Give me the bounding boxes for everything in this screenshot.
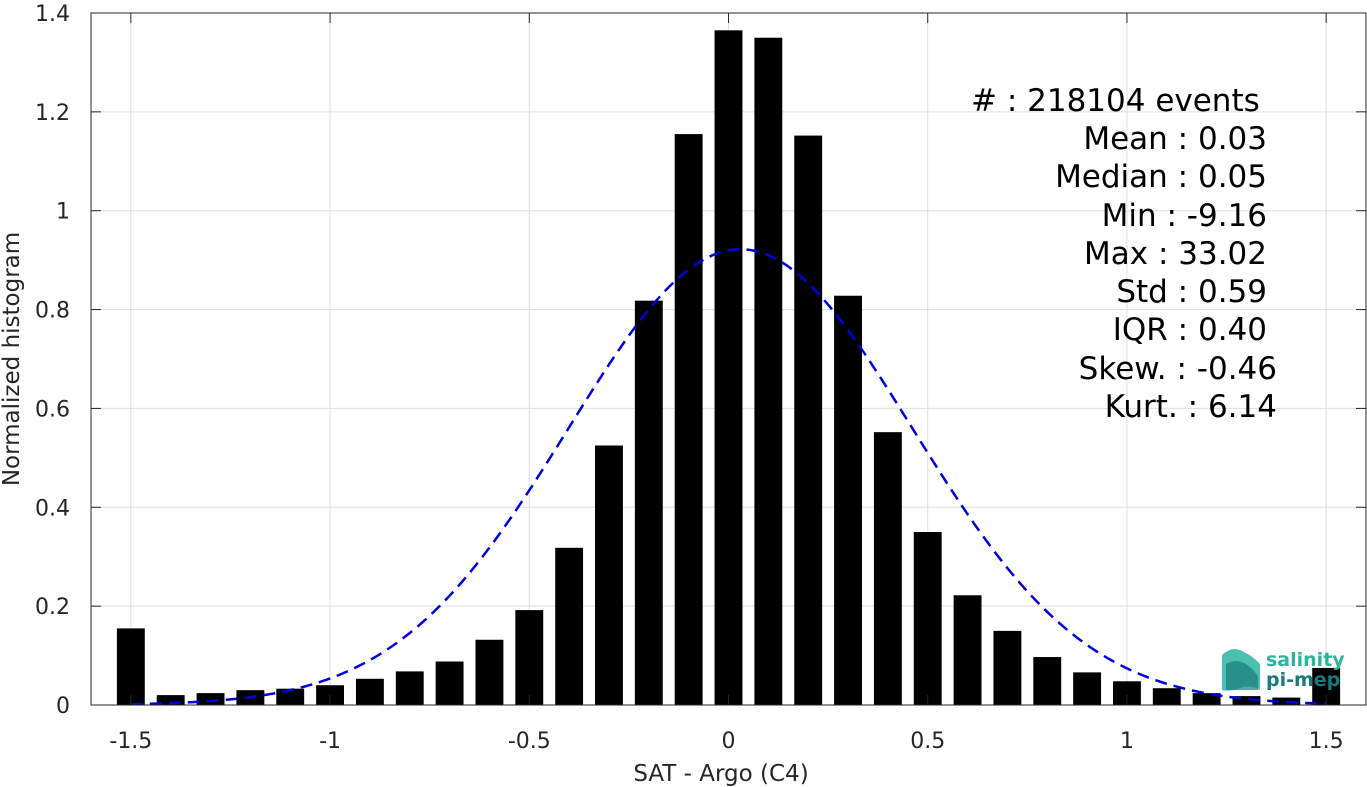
x-tick-label: -1.5 (109, 729, 152, 754)
histogram-bar (754, 37, 783, 705)
histogram-bar (913, 532, 942, 705)
stat-skew: Skew. : -0.46 (1079, 351, 1277, 387)
salinity-pimep-logo: salinity pi-mep (1222, 649, 1345, 691)
histogram-bar (395, 671, 424, 705)
stat-median: Median : 0.05 (1055, 159, 1267, 195)
histogram-bar (993, 630, 1022, 705)
histogram-bar (475, 639, 504, 705)
histogram-bar (595, 445, 623, 705)
histogram-bar (873, 432, 902, 705)
x-tick-label: 1 (1120, 729, 1134, 754)
logo-text-pimep: pi-mep (1266, 669, 1340, 691)
y-tick-label: 0 (56, 694, 70, 719)
stat-kurt: Kurt. : 6.14 (1105, 389, 1277, 425)
stat-min: Min : -9.16 (1102, 198, 1267, 234)
y-tick-label: 0.2 (35, 595, 70, 620)
x-axis-label: SAT - Argo (C4) (633, 761, 808, 787)
histogram-bar (674, 134, 703, 706)
histogram-bar (1232, 696, 1261, 705)
x-tick-label: 0 (722, 729, 736, 754)
stat-max: Max : 33.02 (1084, 236, 1267, 272)
logo-text-salinity: salinity (1266, 649, 1345, 671)
histogram-bar (555, 547, 584, 705)
stats-annotations: # : 218104 events Mean : 0.03 Median : 0… (971, 83, 1277, 425)
y-tick-label: 1.2 (35, 101, 70, 126)
histogram-bar (1152, 688, 1181, 705)
x-tick-label: 0.5 (910, 729, 945, 754)
histogram-bar (1033, 657, 1062, 705)
histogram-bar (634, 300, 663, 705)
histogram-bar (1192, 693, 1221, 705)
x-tick-label: 1.5 (1309, 729, 1344, 754)
histogram-bar (355, 678, 384, 705)
histogram-bar (156, 695, 185, 705)
histogram-bar (953, 595, 982, 705)
histogram-bar (794, 135, 823, 705)
x-tick-label: -0.5 (508, 729, 551, 754)
histogram-bar (435, 661, 464, 705)
histogram-bar (515, 610, 544, 705)
axis-ticks: -1.5 -1 -0.5 0 0.5 1 1.5 0 0.2 0.4 0.6 0.8 1 1.2 1.4 (35, 2, 1366, 754)
y-axis-label: Normalized histogram (0, 232, 25, 486)
stat-events: # : 218104 events (971, 83, 1260, 119)
histogram-bar (714, 30, 743, 706)
histogram-bar (196, 693, 225, 705)
y-tick-label: 0.6 (35, 397, 70, 422)
y-tick-label: 0.4 (35, 496, 70, 521)
histogram-bar (1073, 672, 1102, 705)
histogram-bars (116, 30, 1341, 706)
histogram-bar (834, 295, 862, 705)
y-tick-label: 0.8 (35, 299, 70, 324)
stat-std: Std : 0.59 (1116, 274, 1267, 310)
histogram-bar (1112, 681, 1141, 705)
histogram-bar (116, 628, 145, 705)
stat-iqr: IQR : 0.40 (1113, 312, 1267, 348)
y-tick-label: 1.4 (35, 2, 70, 27)
gaussian-fit-line (130, 248, 1327, 706)
logo-wave-icon-2 (1226, 661, 1258, 690)
x-tick-label: -1 (319, 729, 341, 754)
y-tick-label: 1 (56, 200, 70, 225)
stat-mean: Mean : 0.03 (1083, 121, 1267, 157)
